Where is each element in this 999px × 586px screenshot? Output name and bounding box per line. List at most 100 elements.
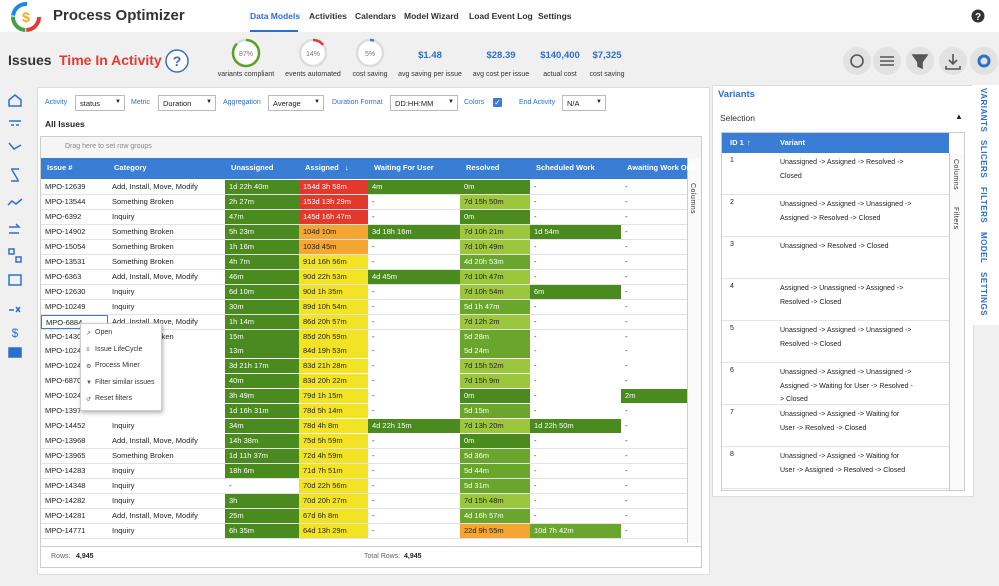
- variant-id[interactable]: 5: [730, 325, 734, 332]
- column-header[interactable]: Issue #: [47, 163, 73, 172]
- cell-duration: 1d 22h 40m: [225, 180, 299, 194]
- column-header[interactable]: Awaiting Work Ord: [627, 163, 695, 172]
- variant-path[interactable]: Unassigned -> Assigned -> Waiting for Us…: [780, 411, 900, 432]
- variants-filters-tab[interactable]: Filters: [952, 207, 959, 230]
- sort-icon[interactable]: ↓: [345, 163, 349, 172]
- variant-id[interactable]: 2: [730, 199, 734, 206]
- menu-icon[interactable]: ↺: [86, 397, 92, 403]
- cell-duration: 7d 15h 9m: [460, 374, 530, 389]
- menu-item[interactable]: Issue LifeCycle: [95, 345, 143, 353]
- nav-item[interactable]: Calendars: [355, 11, 397, 21]
- select-arrow[interactable]: ▼: [115, 99, 121, 105]
- column-header[interactable]: Assigned: [305, 163, 339, 172]
- variant-path[interactable]: Unassigned -> Assigned -> Waiting for Us…: [780, 453, 906, 474]
- side-tab[interactable]: FILTERS: [979, 187, 988, 224]
- column-header[interactable]: Unassigned: [231, 163, 274, 172]
- cell-text[interactable]: MPO-6392: [41, 209, 108, 224]
- filter-select[interactable]: N/A: [562, 95, 606, 111]
- filter-select[interactable]: DD:HH:MM: [390, 95, 458, 111]
- select-arrow[interactable]: ▼: [314, 99, 320, 105]
- cell-duration: -: [530, 374, 621, 389]
- menu-icon[interactable]: ↗: [86, 331, 92, 337]
- variant-path[interactable]: Unassigned -> Assigned -> Unassigned -> …: [780, 369, 913, 403]
- menu-icon[interactable]: ▼: [86, 379, 92, 386]
- cell-text[interactable]: MPO-14902: [41, 224, 108, 239]
- filter-select[interactable]: status: [75, 95, 125, 111]
- menu-item[interactable]: Filter similar issues: [95, 378, 155, 386]
- row-line: [41, 388, 687, 390]
- sidebar: $: [7, 94, 23, 358]
- nav-item[interactable]: Model Wizard: [404, 11, 459, 21]
- side-tab[interactable]: SLICERS: [979, 140, 988, 179]
- variant-path[interactable]: Unassigned -> Resolved -> Closed: [780, 243, 889, 250]
- help-icon[interactable]: ?: [971, 9, 985, 23]
- cell-text[interactable]: MPO-13968: [41, 434, 108, 449]
- variants-col-header[interactable]: ID 1: [730, 138, 744, 147]
- cell-text[interactable]: MPO-12630: [41, 284, 108, 299]
- select-arrow[interactable]: ▼: [448, 99, 454, 105]
- cell-text[interactable]: MPO-13544: [41, 194, 108, 209]
- cell-text: Inquiry: [108, 523, 225, 538]
- selection-label[interactable]: Selection: [720, 113, 755, 123]
- cell-text[interactable]: MPO-13531: [41, 254, 108, 269]
- column-header[interactable]: Resolved: [466, 163, 500, 172]
- variant-id[interactable]: 4: [730, 283, 734, 290]
- nav-item[interactable]: Settings: [538, 11, 572, 21]
- gauge-caption: variants compliant: [217, 71, 275, 78]
- cell-duration: 5d 44m: [460, 464, 530, 479]
- column-header[interactable]: Scheduled Work: [536, 163, 595, 172]
- variant-path[interactable]: Unassigned -> Assigned -> Unassigned -> …: [780, 201, 912, 222]
- variants-columns-tab[interactable]: Columns: [952, 159, 959, 191]
- row-line: [41, 254, 687, 256]
- cell-text[interactable]: MPO-14452: [41, 419, 108, 434]
- cell-text[interactable]: MPO-13965: [41, 449, 108, 464]
- variant-id[interactable]: 6: [730, 367, 734, 374]
- select-arrow[interactable]: ▼: [596, 99, 602, 105]
- filter-select[interactable]: Duration: [158, 95, 216, 111]
- row-line: [41, 373, 687, 375]
- variant-path[interactable]: Assigned -> Unassigned -> Assigned -> Re…: [780, 285, 904, 306]
- row-line: [722, 236, 949, 237]
- cell-duration: -: [621, 419, 687, 434]
- columns-tab[interactable]: Columns: [689, 183, 696, 215]
- menu-item[interactable]: Reset filters: [95, 395, 132, 402]
- menu-item[interactable]: Process Miner: [95, 362, 140, 369]
- grid-footer: [41, 546, 701, 567]
- cell-text[interactable]: MPO-14348: [41, 479, 108, 493]
- variant-id[interactable]: 3: [730, 241, 734, 248]
- side-tab[interactable]: SETTINGS: [979, 272, 988, 317]
- cell-text[interactable]: MPO-10249: [41, 299, 108, 314]
- variant-path[interactable]: Unassigned -> Assigned -> Unassigned -> …: [780, 327, 912, 348]
- cell-text[interactable]: MPO-14771: [41, 523, 108, 538]
- nav-item[interactable]: Load Event Log: [469, 11, 533, 21]
- filter-select[interactable]: Average: [268, 95, 324, 111]
- help-button[interactable]: ?: [165, 49, 189, 73]
- menu-icon[interactable]: ≡: [86, 346, 90, 353]
- cell-text: Something Broken: [108, 254, 225, 269]
- nav-item[interactable]: Data Models: [250, 11, 301, 21]
- variants-col-header[interactable]: Variant: [780, 138, 806, 147]
- side-tab[interactable]: MODEL: [979, 232, 988, 264]
- cell-duration: -: [621, 434, 687, 449]
- variant-id[interactable]: 8: [730, 451, 734, 458]
- cell-text[interactable]: MPO-14282: [41, 493, 108, 508]
- cell-text[interactable]: MPO-14283: [41, 464, 108, 479]
- nav-item[interactable]: Activities: [309, 11, 347, 21]
- cell-text[interactable]: MPO-15054: [41, 239, 108, 254]
- cell-text[interactable]: MPO-12639: [41, 180, 108, 194]
- variant-id[interactable]: 1: [730, 157, 734, 164]
- cell-text[interactable]: MPO-14281: [41, 508, 108, 523]
- variant-id[interactable]: 7: [730, 409, 734, 416]
- menu-item[interactable]: Open: [95, 329, 113, 336]
- variant-path[interactable]: Unassigned -> Assigned -> Resolved -> Cl…: [780, 159, 904, 180]
- column-header[interactable]: Waiting For User: [374, 163, 434, 172]
- selection-arrow[interactable]: ▲: [955, 112, 963, 121]
- checkbox[interactable]: ✓: [493, 98, 502, 107]
- side-tab[interactable]: VARIANTS: [979, 88, 988, 133]
- menu-icon[interactable]: ⚙: [86, 364, 92, 370]
- select-arrow[interactable]: ▼: [206, 99, 212, 105]
- sort-icon[interactable]: ↑: [747, 138, 751, 147]
- cell-duration: -: [621, 449, 687, 464]
- cell-text[interactable]: MPO-6363: [41, 269, 108, 284]
- column-header[interactable]: Category: [114, 163, 147, 172]
